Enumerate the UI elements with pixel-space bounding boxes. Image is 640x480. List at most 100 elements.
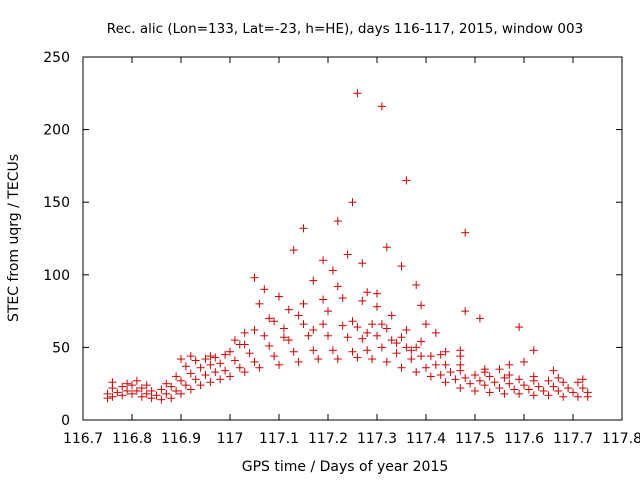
data-point xyxy=(235,340,244,349)
data-point xyxy=(485,372,494,381)
data-point xyxy=(181,381,190,390)
data-point xyxy=(524,385,533,394)
data-point xyxy=(515,389,524,398)
data-point xyxy=(387,311,396,320)
data-point xyxy=(279,324,288,333)
data-point xyxy=(461,228,470,237)
data-point xyxy=(436,350,445,359)
data-point xyxy=(284,305,293,314)
x-tick-label: 117.8 xyxy=(602,431,640,447)
data-point xyxy=(240,328,249,337)
data-point xyxy=(118,382,127,391)
data-point xyxy=(456,384,465,393)
data-point xyxy=(245,349,254,358)
data-point xyxy=(387,336,396,345)
data-point xyxy=(373,302,381,311)
data-point xyxy=(549,366,558,375)
data-point xyxy=(319,320,328,329)
data-point xyxy=(373,289,381,298)
data-point xyxy=(397,333,406,342)
chart-title: Rec. alic (Lon=133, Lat=-23, h=HE), days… xyxy=(107,21,583,37)
data-point xyxy=(529,391,538,400)
data-point xyxy=(309,325,318,334)
data-point xyxy=(471,370,479,379)
data-point xyxy=(431,360,440,369)
data-point xyxy=(328,266,337,275)
data-point xyxy=(544,376,553,385)
data-point xyxy=(191,375,200,384)
data-point xyxy=(157,395,166,404)
data-point xyxy=(172,372,181,381)
data-points xyxy=(103,89,592,404)
y-axis-label: STEC from uqrg / TECUs xyxy=(6,154,22,322)
data-point xyxy=(529,346,538,355)
x-axis-label: GPS time / Days of year 2015 xyxy=(242,459,449,475)
x-tick-label: 116.7 xyxy=(63,431,103,447)
data-point xyxy=(206,378,215,387)
y-tick-label: 100 xyxy=(43,268,70,284)
data-point xyxy=(520,381,528,390)
data-point xyxy=(382,357,391,366)
data-point xyxy=(358,296,367,305)
x-tick-label: 117.1 xyxy=(259,431,299,447)
data-point xyxy=(289,246,298,255)
data-point xyxy=(353,89,362,98)
data-point xyxy=(137,392,146,401)
data-point xyxy=(505,379,514,388)
data-point xyxy=(431,328,440,337)
data-point xyxy=(309,276,318,285)
data-point xyxy=(250,273,259,282)
data-point xyxy=(142,389,151,398)
data-point xyxy=(333,282,342,291)
data-point xyxy=(333,355,342,364)
data-point xyxy=(167,382,176,391)
data-point xyxy=(152,391,161,400)
data-point xyxy=(226,372,234,381)
data-point xyxy=(382,243,391,252)
data-point xyxy=(466,379,475,388)
data-point xyxy=(132,386,141,395)
data-point xyxy=(162,379,171,388)
data-point xyxy=(475,314,484,323)
data-point xyxy=(446,368,455,377)
data-point xyxy=(348,317,357,326)
data-point xyxy=(230,336,239,345)
data-point xyxy=(358,259,367,268)
data-point xyxy=(422,320,430,329)
data-point xyxy=(314,355,323,364)
data-point xyxy=(485,388,494,397)
data-point xyxy=(309,346,318,355)
data-point xyxy=(348,347,357,356)
data-point xyxy=(417,301,426,310)
data-point xyxy=(324,331,332,340)
data-point xyxy=(392,339,401,348)
data-point xyxy=(260,285,269,294)
data-point xyxy=(353,353,362,362)
data-point xyxy=(172,386,181,395)
data-point xyxy=(299,320,308,329)
y-tick-label: 50 xyxy=(52,340,70,356)
y-tick-label: 0 xyxy=(61,413,70,429)
data-point xyxy=(402,176,411,185)
data-point xyxy=(554,386,563,395)
data-point xyxy=(490,378,499,387)
data-point xyxy=(275,360,283,369)
data-point xyxy=(108,378,117,387)
data-point xyxy=(422,363,430,372)
data-point xyxy=(451,375,460,384)
data-point xyxy=(338,294,347,303)
data-point xyxy=(235,363,244,372)
data-point xyxy=(402,343,411,352)
data-point xyxy=(108,392,117,401)
data-point xyxy=(319,256,328,265)
data-point xyxy=(270,352,279,361)
data-point xyxy=(461,373,470,382)
data-point xyxy=(201,355,210,364)
data-point xyxy=(147,394,156,403)
data-point xyxy=(216,359,225,368)
data-point xyxy=(196,381,205,390)
data-point xyxy=(265,314,274,323)
data-point xyxy=(201,370,210,379)
data-point xyxy=(103,389,112,398)
data-point xyxy=(196,363,205,372)
